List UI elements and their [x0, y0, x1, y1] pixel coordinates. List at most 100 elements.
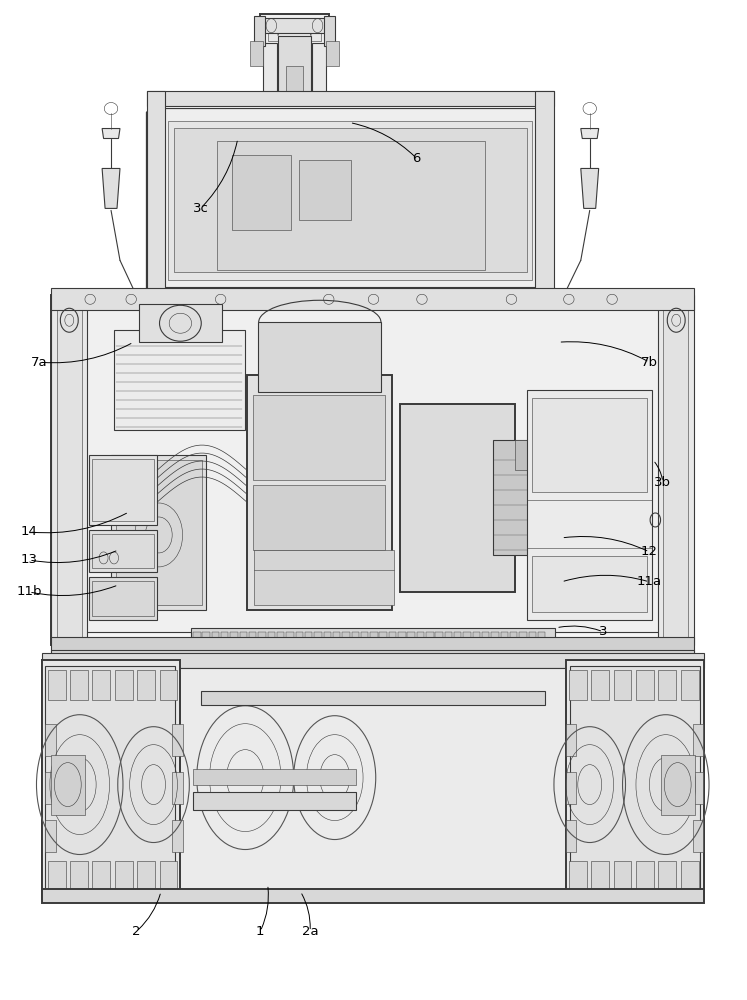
- Text: 7b: 7b: [641, 356, 658, 369]
- Text: 3c: 3c: [193, 202, 208, 215]
- Bar: [193, 632, 200, 648]
- Bar: [139, 304, 222, 342]
- Bar: [254, 550, 394, 605]
- Bar: [48, 670, 66, 700]
- Bar: [169, 121, 533, 280]
- Bar: [202, 632, 210, 648]
- Bar: [117, 460, 202, 605]
- Bar: [52, 288, 694, 310]
- Bar: [249, 632, 256, 648]
- Bar: [482, 632, 489, 648]
- Bar: [263, 43, 276, 220]
- Bar: [258, 322, 381, 392]
- Text: 7a: 7a: [31, 356, 48, 369]
- Bar: [658, 861, 676, 891]
- Text: 14: 14: [21, 525, 37, 538]
- Bar: [89, 530, 158, 572]
- Bar: [267, 19, 321, 41]
- Bar: [132, 357, 146, 375]
- Bar: [258, 18, 331, 33]
- Bar: [569, 670, 586, 700]
- Bar: [314, 632, 322, 648]
- Bar: [115, 670, 133, 700]
- Bar: [613, 861, 631, 891]
- Bar: [305, 632, 312, 648]
- Bar: [569, 861, 586, 891]
- Bar: [658, 670, 676, 700]
- Bar: [532, 556, 647, 612]
- Bar: [285, 66, 303, 160]
- Bar: [42, 653, 704, 668]
- Bar: [93, 861, 111, 891]
- Text: 11b: 11b: [16, 585, 42, 598]
- Bar: [147, 91, 166, 300]
- Bar: [70, 670, 88, 700]
- Bar: [173, 128, 527, 272]
- Polygon shape: [580, 129, 598, 139]
- Bar: [173, 724, 182, 756]
- Bar: [254, 16, 265, 46]
- Bar: [566, 820, 576, 852]
- Bar: [556, 357, 569, 375]
- Bar: [613, 670, 631, 700]
- Bar: [52, 295, 694, 645]
- Bar: [92, 581, 155, 616]
- Bar: [515, 440, 530, 470]
- Bar: [267, 632, 275, 648]
- Bar: [111, 455, 206, 610]
- Bar: [326, 41, 339, 66]
- Bar: [663, 302, 688, 638]
- Bar: [70, 861, 88, 891]
- Bar: [361, 632, 368, 648]
- Bar: [42, 660, 704, 899]
- Bar: [312, 43, 326, 220]
- Bar: [519, 632, 527, 648]
- Bar: [114, 330, 244, 430]
- Bar: [115, 861, 133, 891]
- Bar: [137, 670, 155, 700]
- Bar: [160, 670, 177, 700]
- Bar: [571, 666, 700, 893]
- Bar: [46, 724, 56, 756]
- Bar: [89, 577, 158, 620]
- Bar: [46, 820, 56, 852]
- Bar: [566, 660, 704, 899]
- Bar: [52, 295, 87, 645]
- Bar: [247, 375, 392, 610]
- Bar: [193, 792, 356, 810]
- Bar: [255, 205, 333, 225]
- Polygon shape: [102, 168, 120, 208]
- Bar: [591, 861, 609, 891]
- Bar: [93, 670, 111, 700]
- Bar: [46, 666, 175, 893]
- Bar: [221, 632, 229, 648]
- Bar: [538, 632, 545, 648]
- Bar: [692, 772, 703, 804]
- Bar: [286, 632, 294, 648]
- Bar: [57, 302, 82, 638]
- Text: 12: 12: [641, 545, 658, 558]
- Bar: [342, 632, 350, 648]
- Polygon shape: [102, 129, 120, 139]
- Bar: [323, 632, 331, 648]
- Bar: [500, 632, 508, 648]
- Polygon shape: [156, 109, 545, 290]
- Bar: [692, 724, 703, 756]
- Bar: [252, 485, 385, 550]
- Bar: [536, 91, 554, 300]
- Bar: [407, 632, 415, 648]
- Bar: [176, 668, 570, 891]
- Bar: [636, 670, 654, 700]
- Bar: [278, 36, 311, 190]
- Bar: [200, 691, 545, 705]
- Bar: [147, 91, 554, 106]
- Bar: [529, 632, 536, 648]
- Bar: [173, 772, 182, 804]
- Text: 11a: 11a: [636, 575, 662, 588]
- Bar: [566, 724, 576, 756]
- Polygon shape: [580, 168, 598, 208]
- Bar: [52, 637, 694, 652]
- Bar: [42, 660, 179, 899]
- Bar: [296, 632, 303, 648]
- Bar: [147, 287, 554, 302]
